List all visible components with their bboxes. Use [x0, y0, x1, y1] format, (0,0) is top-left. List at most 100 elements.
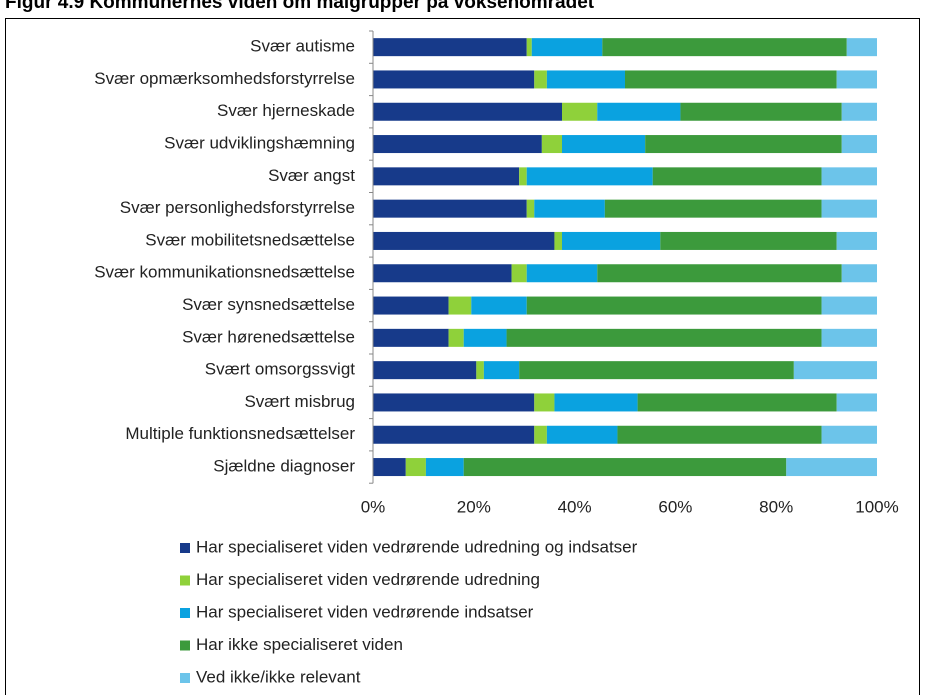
bar-segment	[373, 296, 449, 315]
bar-segment	[373, 167, 520, 186]
legend-label: Har ikke specialiseret viden	[196, 635, 403, 654]
bar-segment	[637, 393, 837, 412]
y-tick-label: Svær hjerneskade	[217, 101, 355, 120]
bar-segment	[597, 264, 842, 283]
y-tick-label: Sjældne diagnoser	[213, 457, 355, 476]
y-tick-label: Svær autisme	[250, 37, 355, 56]
bar-segment	[471, 296, 527, 315]
bar-segment	[463, 328, 507, 347]
bar-segment	[373, 102, 562, 121]
bar-segment	[554, 393, 638, 412]
bar-segment	[448, 296, 472, 315]
bar-segment	[602, 38, 847, 57]
x-tick-label: 0%	[361, 497, 386, 516]
legend-label: Har specialiseret viden vedrørende indsa…	[196, 602, 534, 621]
bar-segment	[821, 167, 877, 186]
bar-segment	[506, 328, 822, 347]
bar-segment	[373, 425, 535, 444]
bar-segment	[617, 425, 822, 444]
bar-segment	[821, 199, 877, 218]
x-tick-label: 20%	[457, 497, 491, 516]
bar-segment	[373, 70, 535, 89]
bar-segment	[841, 135, 877, 154]
bar-segment	[562, 135, 646, 154]
bar-segment	[846, 38, 877, 57]
bar-segment	[526, 199, 535, 218]
x-tick-label: 60%	[658, 497, 692, 516]
bar-segment	[546, 70, 625, 89]
y-tick-label: Svær mobilitetsnedsættelse	[145, 230, 355, 249]
bar-segment	[373, 361, 477, 380]
x-tick-label: 100%	[855, 497, 898, 516]
bar-segment	[373, 328, 449, 347]
y-tick-label: Svær udviklingshæmning	[164, 134, 355, 153]
bar-segment	[841, 264, 877, 283]
legend-label: Har specialiseret viden vedrørende udred…	[196, 537, 638, 556]
bar-segment	[511, 264, 527, 283]
bar-segment	[425, 458, 464, 477]
bar-segment	[448, 328, 464, 347]
legend-swatch	[180, 640, 190, 651]
bar-segment	[562, 231, 661, 250]
bar-segment	[821, 425, 877, 444]
legend-label: Har specialiseret viden vedrørende udred…	[196, 570, 540, 589]
bar-segment	[645, 135, 842, 154]
bar-segment	[541, 135, 562, 154]
bar-segment	[793, 361, 877, 380]
bar-segment	[786, 458, 877, 477]
legend-swatch	[180, 575, 190, 586]
bar-segment	[660, 231, 837, 250]
bar-segment	[841, 102, 877, 121]
bar-segment	[534, 70, 547, 89]
bar-segment	[373, 393, 535, 412]
bar-segment	[373, 199, 527, 218]
bar-segment	[531, 38, 603, 57]
bar-segment	[526, 38, 532, 57]
y-tick-label: Svært omsorgssvigt	[205, 360, 355, 379]
chart-title: Figur 4.9 Kommunernes viden om målgruppe…	[5, 0, 595, 13]
bar-segment	[597, 102, 681, 121]
bar-segment	[836, 393, 877, 412]
y-tick-label: Svær synsnedsættelse	[182, 295, 355, 314]
bar-segment	[680, 102, 842, 121]
bar-segment	[483, 361, 520, 380]
bar-segment	[519, 167, 527, 186]
bar-segment	[562, 102, 598, 121]
bar-segment	[534, 425, 547, 444]
bar-segment	[526, 167, 653, 186]
bar-segment	[463, 458, 787, 477]
bar-segment	[519, 361, 794, 380]
bar-segment	[373, 458, 406, 477]
bar-segment	[373, 231, 555, 250]
x-tick-label: 40%	[558, 497, 592, 516]
y-tick-label: Svær angst	[268, 166, 355, 185]
bar-segment	[625, 70, 837, 89]
bar-segment	[534, 199, 605, 218]
y-tick-label: Svær opmærksomhedsforstyrrelse	[94, 69, 355, 88]
bar-segment	[836, 70, 877, 89]
bar-segment	[821, 296, 877, 315]
bar-segment	[476, 361, 484, 380]
bar-segment	[604, 199, 822, 218]
legend-swatch	[180, 673, 190, 683]
bar-segment	[652, 167, 822, 186]
bar-segment	[534, 393, 555, 412]
bar-segment	[405, 458, 426, 477]
y-tick-label: Multiple funktionsnedsættelser	[125, 424, 355, 443]
bar-segment	[373, 264, 512, 283]
legend-swatch	[180, 543, 190, 553]
bar-segment	[526, 296, 822, 315]
y-tick-label: Svært misbrug	[244, 392, 355, 411]
bar-segment	[373, 38, 527, 57]
bar-segment	[554, 231, 562, 250]
bar-segment	[373, 135, 542, 154]
bar-segment	[821, 328, 877, 347]
bar-segment	[836, 231, 877, 250]
bar-segment	[526, 264, 598, 283]
legend-label: Ved ikke/ikke relevant	[196, 667, 361, 686]
y-tick-label: Svær personlighedsforstyrrelse	[120, 198, 355, 217]
y-tick-label: Svær kommunikationsnedsættelse	[94, 263, 355, 282]
x-tick-label: 80%	[759, 497, 793, 516]
bar-segment	[546, 425, 618, 444]
